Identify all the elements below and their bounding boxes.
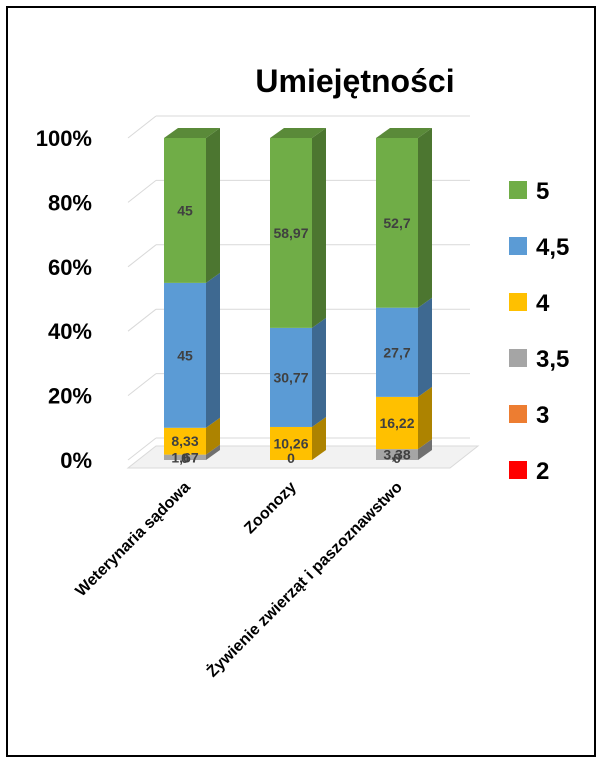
y-tick-label: 20%: [48, 384, 92, 409]
legend-label: 4,5: [536, 234, 569, 261]
legend-label: 5: [536, 178, 549, 205]
data-label: 52,7: [383, 215, 410, 231]
legend-swatch: [509, 349, 527, 367]
category-label: Żywienie zwierząt i paszoznawstwo: [203, 478, 406, 681]
bar-segment-4: [376, 396, 418, 450]
bar-segment-4: [164, 427, 206, 455]
grid-line-diagonal: [127, 373, 157, 396]
bar-segment-4: [270, 426, 312, 460]
bar-segment-side: [418, 128, 432, 308]
legend-swatch: [509, 461, 527, 479]
data-label: 10,26: [273, 435, 308, 451]
bar-segment-side: [418, 439, 432, 460]
data-label: 16,22: [379, 415, 414, 431]
chart-title: Umiejętności: [255, 63, 454, 99]
y-tick-label: 80%: [48, 190, 92, 215]
bar-top: [164, 128, 220, 138]
bar-segment-5: [164, 138, 206, 283]
bar-top: [270, 128, 326, 138]
bar-top: [376, 128, 432, 138]
category-label: Weterynaria sądowa: [73, 479, 194, 600]
data-labels: 01,678,334545010,2630,7758,9703,3816,222…: [171, 202, 414, 466]
bar-segment-side: [418, 297, 432, 397]
bar-segment-side: [206, 417, 220, 455]
bar-segment-5: [376, 138, 418, 308]
y-tick-label: 100%: [36, 126, 92, 151]
bar-segment-4-5: [376, 307, 418, 397]
data-label: 45: [177, 347, 193, 363]
grid-line-diagonal: [127, 180, 157, 203]
bar-segment-side: [206, 128, 220, 283]
legend-label: 3: [536, 402, 549, 429]
bar-segment-3-5: [164, 454, 206, 460]
y-tick-label: 40%: [48, 319, 92, 344]
legend-label: 3,5: [536, 346, 569, 373]
bars: [164, 128, 432, 460]
bar-segment-side: [206, 272, 220, 428]
data-label: 8,33: [171, 433, 198, 449]
data-label: 0: [181, 450, 189, 466]
bar-segment-3-5: [376, 449, 418, 460]
bar-segment-4-5: [164, 282, 206, 428]
legend-swatch: [509, 293, 527, 311]
data-label: 0: [393, 450, 401, 466]
y-axis: 0% 20% 40% 60% 80% 100%: [36, 126, 92, 473]
legend-label: 2: [536, 458, 549, 485]
grid-line-diagonal: [127, 115, 157, 139]
bar-segment-side: [206, 444, 220, 460]
bar-segment-side: [312, 128, 326, 328]
bar-segment-side: [312, 416, 326, 460]
data-label: 1,67: [171, 449, 198, 465]
grid-line-diagonal: [127, 437, 157, 461]
bar-segment-5: [270, 138, 312, 328]
bar-segment-4-5: [270, 327, 312, 427]
data-label: 58,97: [273, 225, 308, 241]
grid-line-diagonal: [127, 308, 157, 332]
data-label: 3,38: [383, 447, 410, 463]
legend: 5 4,5 4 3,5 3 2: [509, 178, 569, 485]
legend-swatch: [509, 181, 527, 199]
legend-swatch: [509, 237, 527, 255]
bar-segment-side: [418, 386, 432, 450]
legend-label: 4: [536, 290, 550, 317]
bar-segment-side: [312, 317, 326, 427]
data-label: 30,77: [273, 369, 308, 385]
data-label: 0: [287, 450, 295, 466]
data-label: 27,7: [383, 344, 410, 360]
category-label: Zoonozy: [241, 479, 300, 538]
grid-line-diagonal: [127, 244, 157, 268]
y-tick-label: 0%: [60, 448, 92, 473]
data-label: 45: [177, 202, 193, 218]
legend-swatch: [509, 405, 527, 423]
y-tick-label: 60%: [48, 255, 92, 280]
